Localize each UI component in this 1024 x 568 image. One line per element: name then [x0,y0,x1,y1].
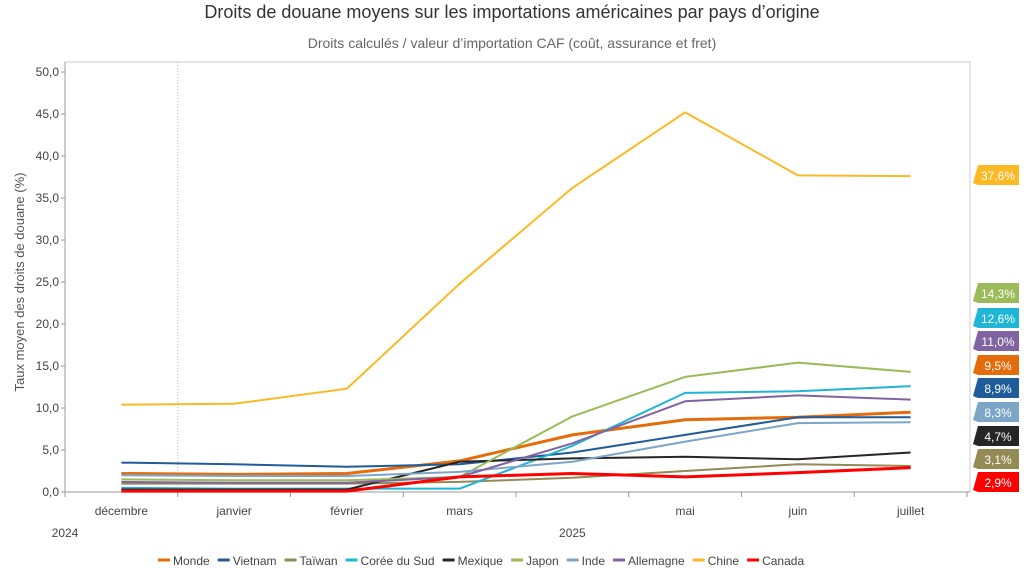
end-value-label: 2,9% [973,472,1019,492]
year-label: 2024 [52,526,79,540]
series-line-canada [121,466,911,493]
series-line-monde [121,410,911,476]
label-text: 3,1% [984,453,1012,467]
y-tick-label: 25,0 [36,275,60,289]
label-background [973,402,1019,422]
y-tick-label: 20,0 [36,317,60,331]
legend-label: Allemagne [628,554,685,568]
y-tick-label: 45,0 [36,107,60,121]
series-line-vietnam [121,416,911,468]
label-text: 9,5% [984,359,1012,373]
x-tick-label: janvier [215,504,251,518]
legend-item: Allemagne [613,554,685,568]
end-value-label: 11,0% [973,331,1019,351]
legend-item: Chine [692,554,740,568]
label-background [973,472,1019,492]
legend-item: Japon [510,554,559,568]
legend-label: Canada [762,554,804,568]
label-background [973,355,1019,375]
x-tick-label: mai [675,504,694,518]
label-text: 14,3% [981,287,1015,301]
end-value-label: 3,1% [973,449,1019,469]
y-tick-label: 30,0 [36,233,60,247]
end-value-label: 8,9% [973,378,1019,398]
y-tick-label: 40,0 [36,149,60,163]
legend-label: Inde [582,554,606,568]
x-tick-label: février [330,504,363,518]
legend-label: Corée du Sud [361,554,435,568]
series-line-allemagne [121,394,911,484]
label-text: 8,9% [984,382,1012,396]
end-value-label: 9,5% [973,355,1019,375]
legend-label: Monde [173,554,210,568]
label-background [973,331,1019,351]
series-line-chine [121,111,911,406]
x-tick-label: mars [446,504,473,518]
legend-item: Inde [566,554,606,568]
end-value-label: 37,6% [973,165,1019,185]
label-text: 4,7% [984,430,1012,444]
label-text: 12,6% [981,312,1015,326]
legend-item: Vietnam [217,554,277,568]
label-background [973,308,1019,328]
label-text: 2,9% [984,476,1012,490]
legend-item: Corée du Sud [345,554,435,568]
x-tick-label: juin [788,504,808,518]
legend-label: Vietnam [233,554,277,568]
legend-item: Canada [747,554,804,568]
legend-item: Taïwan [284,554,338,568]
chart-subtitle: Droits calculés / valeur d’importation C… [308,35,717,51]
end-value-label: 4,7% [973,426,1019,446]
y-tick-label: 15,0 [36,359,60,373]
year-label: 2025 [559,526,586,540]
legend-label: Mexique [458,554,504,568]
legend-item: Mexique [442,554,504,568]
label-text: 11,0% [981,335,1014,349]
label-background [973,426,1019,446]
label-background [973,283,1019,303]
legend-label: Japon [526,554,559,568]
legend-item: Monde [158,554,210,568]
label-text: 8,3% [984,406,1012,420]
label-background [973,378,1019,398]
end-value-label: 8,3% [973,402,1019,422]
chart-title: Droits de douane moyens sur les importat… [204,2,819,22]
plot-area [64,61,971,493]
end-value-label: 14,3% [973,283,1019,303]
legend-label: Chine [708,554,740,568]
label-background [973,449,1019,469]
series-line-inde [121,421,911,478]
y-tick-label: 50,0 [36,65,60,79]
y-axis-label: Taux moyen des droits de douane (%) [12,173,27,392]
y-tick-label: 5,0 [42,443,59,457]
y-tick-label: 35,0 [36,191,60,205]
label-background [973,165,1019,185]
end-value-label: 12,6% [973,308,1019,328]
series-line-japon [121,361,911,482]
y-tick-label: 0,0 [42,485,59,499]
x-tick-label: juillet [896,504,925,518]
legend-label: Taïwan [300,554,338,568]
x-tick-label: décembre [95,504,149,518]
y-tick-label: 10,0 [36,401,60,415]
label-text: 37,6% [981,169,1015,183]
